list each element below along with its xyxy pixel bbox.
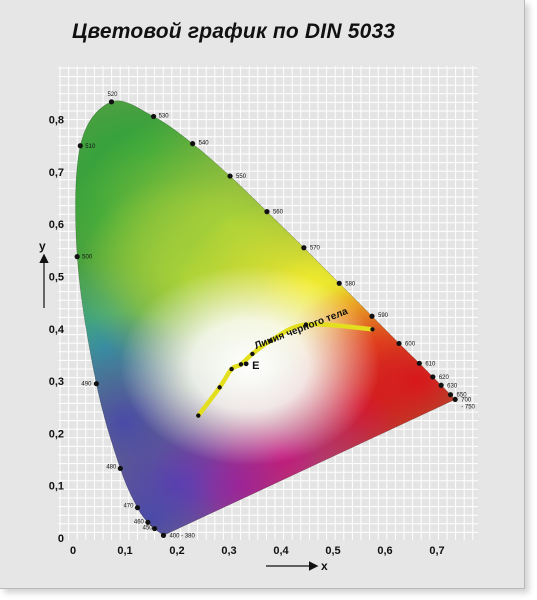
spectral-locus-point (190, 141, 196, 147)
spectral-locus-point (301, 245, 307, 251)
y-tick-label: 0,2 (49, 428, 64, 440)
x-tick-label: 0,6 (377, 545, 392, 557)
spectral-locus-point (152, 525, 158, 532)
spectral-locus-point (134, 505, 141, 511)
spectral-locus-point (396, 340, 402, 347)
wavelength-label: 490 (81, 382, 92, 388)
x-tick-label: 0,3 (221, 545, 236, 557)
white-point-label: E (252, 360, 259, 372)
spectral-locus-point (227, 173, 233, 179)
axis-arrows: y x (39, 239, 328, 573)
wavelength-label: 620 (439, 375, 450, 381)
chart-title: Цветовой график по DIN 5033 (72, 20, 396, 43)
spectral-locus-point (117, 465, 123, 472)
spectral-locus-point (430, 374, 436, 380)
wavelength-label: 570 (310, 246, 321, 252)
blackbody-point (250, 351, 255, 357)
spectral-locus-point (336, 280, 342, 286)
wavelength-label: 500 (82, 255, 93, 261)
wavelength-label: 630 (447, 383, 458, 389)
blackbody-point (217, 385, 222, 390)
blackbody-point (303, 322, 309, 327)
x-tick-label: 0,5 (325, 545, 340, 557)
y-tick-label: 0,5 (49, 272, 64, 284)
spectral-locus-point (416, 360, 422, 366)
wavelength-label: 650 (457, 393, 468, 399)
wavelength-label: 530 (159, 113, 170, 119)
white-point-marker (243, 361, 249, 367)
y-tick-label: 0,4 (49, 324, 65, 336)
spectral-locus-point (369, 313, 375, 319)
blackbody-point (268, 338, 273, 344)
spectral-locus-point (452, 396, 458, 403)
spectral-locus-point (151, 113, 157, 120)
wavelength-label: 520 (107, 92, 118, 98)
wavelength-label: 510 (85, 144, 96, 150)
wavelength-label: 590 (378, 313, 389, 319)
wavelength-label: 460 (134, 519, 145, 525)
blackbody-point (196, 413, 201, 418)
wavelength-label: 700 (461, 397, 472, 403)
spectral-locus-point (447, 392, 454, 398)
wavelength-label: 400 - 380 (169, 533, 195, 539)
spectral-locus-point (438, 382, 444, 388)
y-tick-label: 0,8 (49, 115, 64, 127)
spectral-locus-point (264, 209, 270, 215)
blackbody-point (229, 366, 234, 372)
spectral-locus-point (145, 519, 151, 525)
spectral-locus-point (160, 532, 167, 538)
wavelength-label: 450 (143, 526, 154, 532)
y-tick-label: 0,1 (49, 481, 64, 493)
wavelength-label: 600 (405, 341, 416, 347)
x-tick-label: 0,1 (117, 545, 132, 557)
wavelength-label: 540 (199, 141, 210, 147)
wavelength-label: 470 (123, 504, 134, 510)
y-tick-label: 0,7 (49, 167, 64, 179)
x-axis-ticks: 0 0,1 0,2 0,3 0,4 0,5 0,6 0,7 (70, 545, 445, 557)
blackbody-point (370, 327, 375, 332)
x-tick-label: 0,2 (169, 545, 184, 557)
x-tick-label: 0,4 (273, 545, 289, 557)
y-tick-label: 0 (58, 533, 64, 545)
y-axis-ticks: 0 0,1 0,2 0,3 0,4 0,5 0,6 0,7 0,8 (49, 115, 65, 545)
x-axis-label: x (321, 559, 328, 573)
x-tick-label: 0 (70, 545, 76, 557)
spectral-locus-point (93, 381, 99, 387)
wavelength-label: 580 (345, 281, 356, 287)
y-tick-label: 0,3 (49, 376, 64, 388)
wavelength-label: 610 (425, 361, 436, 367)
spectral-locus-point (77, 143, 83, 149)
y-tick-label: 0,6 (49, 219, 64, 231)
wavelength-label: 480 (106, 464, 117, 470)
blackbody-point (238, 362, 244, 367)
x-tick-label: 0,7 (429, 545, 444, 557)
wavelength-label: 560 (273, 210, 284, 216)
wavelength-label: 550 (236, 174, 247, 180)
spectral-locus-point (108, 99, 115, 105)
spectral-locus-point (74, 254, 80, 260)
wavelength-label: - 750 (461, 404, 475, 410)
y-axis-label: y (39, 239, 46, 253)
